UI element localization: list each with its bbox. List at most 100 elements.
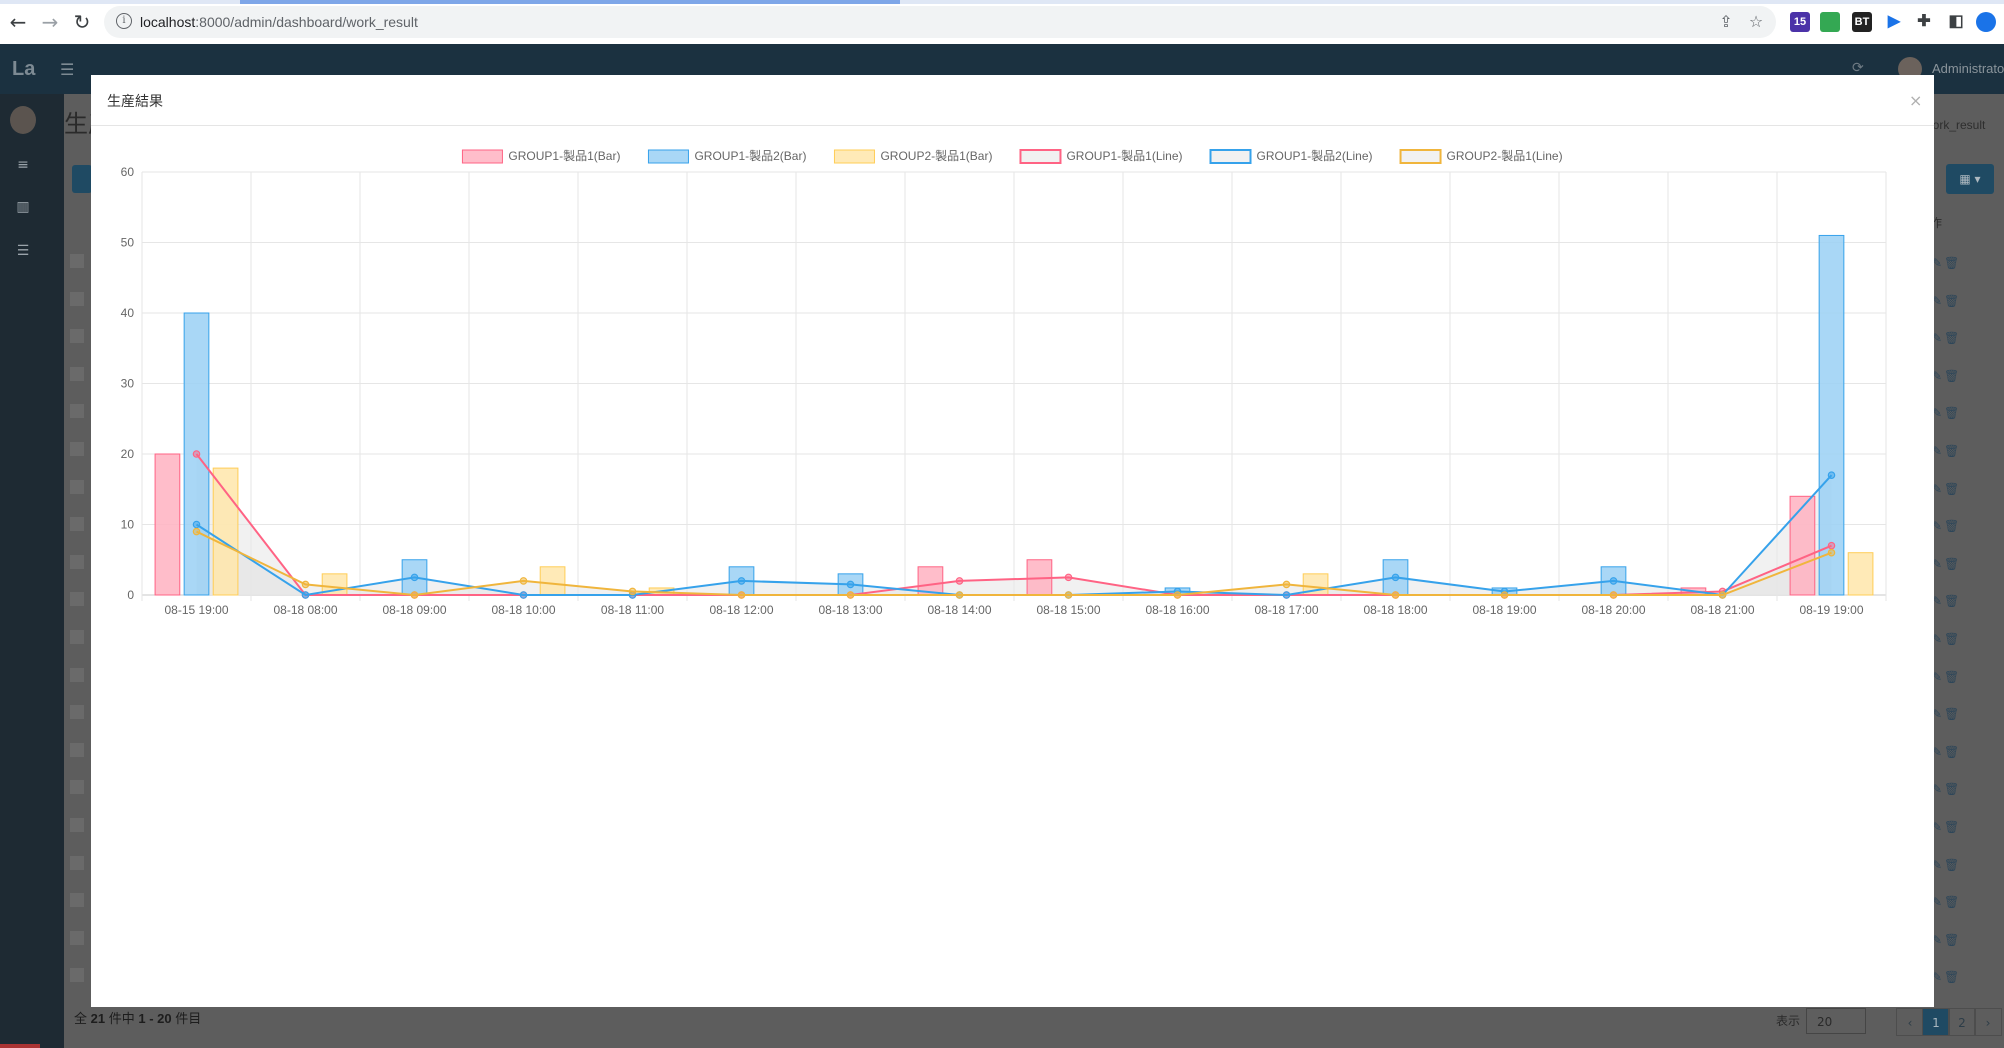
row-edit-delete-icons[interactable]: ✎🗑 [1932,481,1962,496]
active-tab-indicator[interactable] [240,0,900,4]
row-edit-delete-icons[interactable]: ✎🗑 [1932,744,1962,759]
filter-button[interactable] [72,165,92,193]
x-tick-label: 08-18 17:00 [1254,603,1318,617]
row-edit-delete-icons[interactable]: ✎🗑 [1932,444,1962,458]
row-checkbox[interactable] [70,818,84,832]
row-edit-delete-icons[interactable]: ✎🗑 [1932,857,1962,872]
row-checkbox[interactable] [70,893,84,908]
row-checkbox[interactable] [70,366,84,381]
row-edit-delete-icons[interactable]: ✎🗑 [1932,932,1962,947]
row-checkbox[interactable] [70,630,84,644]
data-point [1391,591,1400,599]
row-edit-delete-icons[interactable]: ✎🗑 [1932,669,1962,684]
data-point [192,450,201,458]
row-edit-delete-icons[interactable]: ✎🗑 [1932,519,1962,534]
row-checkbox[interactable] [70,554,84,569]
tab-strip [0,0,2004,4]
data-point [410,591,419,599]
row-checkbox[interactable] [70,404,84,419]
close-icon[interactable]: × [1909,91,1923,110]
refresh-icon[interactable]: ⟳ [1852,60,1864,76]
row-checkbox[interactable] [70,742,84,757]
row-checkbox[interactable] [70,254,84,268]
row-edit-delete-icons[interactable]: ✎🗑 [1932,970,1962,985]
row-checkbox[interactable] [70,592,84,607]
y-tick-label: 10 [121,518,135,532]
side-panel-icon[interactable]: ◧ [1946,12,1966,32]
row-checkbox[interactable] [70,667,84,682]
x-tick-label: 08-18 11:00 [601,603,664,617]
app-logo[interactable]: La [12,58,36,80]
row-edit-delete-icons[interactable]: ✎🗑 [1932,707,1962,722]
row-edit-delete-icons[interactable]: ✎🗑 [1932,293,1962,308]
modal-header: 生産結果 × [91,75,1934,126]
forward-arrow-icon[interactable]: → [41,10,59,34]
row-edit-delete-icons[interactable]: ✎🗑 [1932,820,1962,834]
row-checkbox[interactable] [70,968,84,983]
bookmark-star-icon[interactable]: ☆ [1748,12,1764,31]
profile-avatar-icon[interactable] [1976,12,1996,32]
share-icon[interactable]: ⇪ [1719,12,1733,31]
data-point [1064,591,1073,599]
breadcrumb[interactable]: work_result [1924,118,1986,132]
row-edit-delete-icons[interactable]: ✎🗑 [1932,556,1962,571]
row-edit-delete-icons[interactable]: ✎🗑 [1932,895,1962,910]
legend-label: GROUP1-製品2(Line) [1257,149,1373,163]
data-point [410,573,419,582]
url-text[interactable]: localhost:8000/admin/dashboard/work_resu… [140,6,418,38]
row-checkbox[interactable] [70,291,84,306]
y-tick-label: 20 [121,447,135,461]
data-point [301,580,310,589]
per-page-select[interactable]: 20 [1806,1008,1866,1034]
row-edit-delete-icons[interactable]: ✎🗑 [1932,368,1962,383]
page-next[interactable]: › [1974,1008,2002,1036]
data-point [1609,577,1618,585]
bt-extension-icon[interactable]: BT [1852,12,1872,32]
legend-label: GROUP1-製品2(Bar) [694,149,806,163]
legend-label: GROUP2-製品1(Bar) [880,149,992,163]
bar-chart-icon[interactable]: ▥ [16,199,30,215]
hamburger-menu-icon[interactable]: ☰ [60,60,75,79]
legend-swatch [461,149,503,164]
series-line [196,530,1832,597]
row-checkbox[interactable] [70,930,84,945]
translate-extension-icon[interactable] [1820,12,1840,32]
chart-grid: 0 10 20 30 40 50 60 08-15 19:00 08-18 08:00 08-18… [121,165,1887,617]
database-icon[interactable]: ≡ [17,157,29,173]
summary-mid: 件中 [108,1011,135,1026]
row-edit-delete-icons[interactable]: ✎🗑 [1932,782,1962,797]
bar-series [183,234,1845,596]
row-checkbox[interactable] [70,855,84,870]
y-tick-label: 0 [127,588,134,602]
columns-button[interactable]: ▦ ▾ [1946,164,1994,194]
reload-icon[interactable]: ↻ [73,10,91,34]
row-edit-delete-icons[interactable]: ✎🗑 [1932,594,1962,609]
row-edit-delete-icons[interactable]: ✎🗑 [1932,632,1962,646]
x-tick-label: 08-18 14:00 [927,603,991,617]
row-edit-delete-icons[interactable]: ✎🗑 [1932,406,1962,421]
address-bar[interactable]: i localhost:8000/admin/dashboard/work_re… [104,6,1776,38]
page-prev[interactable]: ‹ [1896,1008,1924,1036]
summary-suffix: 件目 [175,1011,202,1026]
row-checkbox[interactable] [70,329,84,344]
list-icon[interactable]: ☰ [16,243,30,259]
modal-title: 生産結果 [107,93,163,109]
row-checkbox[interactable] [70,517,84,532]
extension-badge-icon[interactable]: 15 [1790,12,1810,32]
row-checkbox[interactable] [70,780,84,795]
page-1[interactable]: 1 [1922,1008,1950,1036]
row-edit-delete-icons[interactable]: ✎🗑 [1932,256,1962,270]
x-tick-label: 08-18 09:00 [382,603,446,617]
row-checkbox[interactable] [70,479,84,494]
puzzle-extensions-icon[interactable]: ✚ [1914,12,1934,32]
row-edit-delete-icons[interactable]: ✎🗑 [1932,331,1962,346]
row-checkbox[interactable] [70,442,84,456]
play-extension-icon[interactable]: ▶ [1884,12,1904,32]
row-checkbox[interactable] [70,705,84,720]
back-arrow-icon[interactable]: ← [9,10,27,34]
page-2[interactable]: 2 [1948,1008,1976,1036]
x-tick-label: 08-18 16:00 [1145,603,1209,617]
site-info-icon[interactable]: i [116,13,132,29]
user-name[interactable]: Administrator [1932,61,2004,76]
data-point [1609,591,1618,599]
